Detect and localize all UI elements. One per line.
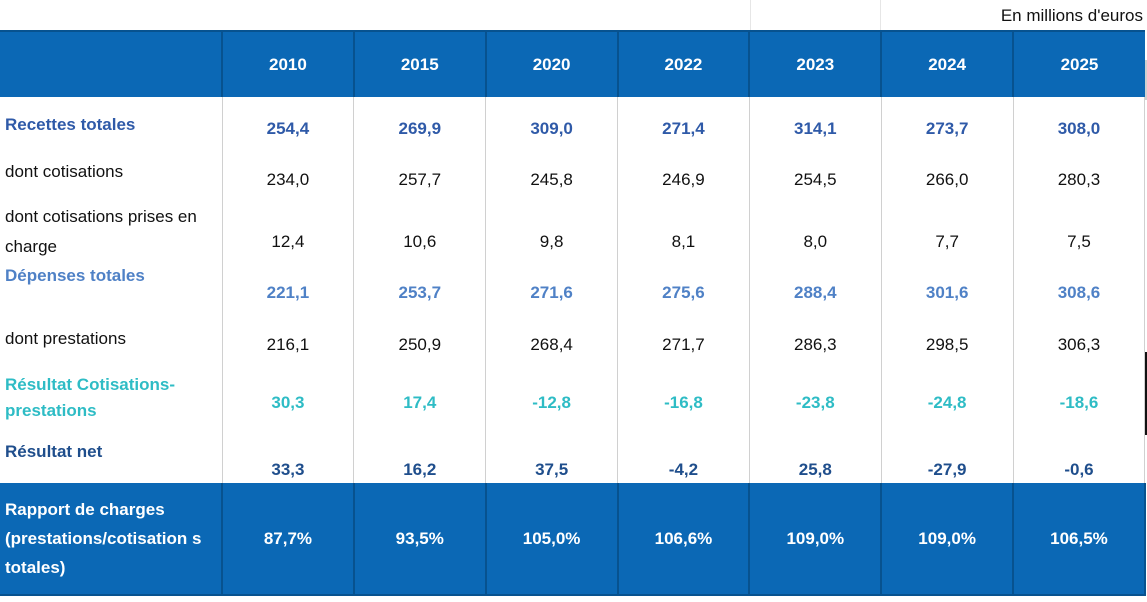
- gridline: [880, 0, 881, 30]
- cell-value: 93,5%: [353, 483, 487, 596]
- cell-value: -24,8: [881, 365, 1014, 435]
- cell-value: 7,7: [881, 200, 1014, 262]
- row-label: Dépenses totales: [0, 262, 223, 313]
- cell-value: 33,3: [222, 435, 355, 483]
- cell-value: -16,8: [617, 365, 750, 435]
- cell-value: -12,8: [485, 365, 619, 435]
- cell-value: 268,4: [485, 313, 619, 365]
- row-label: dont cotisations: [0, 149, 223, 200]
- table-row: Recettes totales 254,4 269,9 309,0 271,4…: [0, 97, 1146, 149]
- year-header: 2024: [880, 30, 1014, 97]
- header-corner: [0, 30, 222, 97]
- cell-value: 306,3: [1013, 313, 1146, 365]
- row-label: Résultat net: [0, 435, 223, 483]
- cell-value: 106,5%: [1013, 483, 1146, 596]
- cell-value: 271,7: [617, 313, 750, 365]
- cell-value: 12,4: [222, 200, 355, 262]
- header-row: 2010 2015 2020 2022 2023 2024 2025: [0, 30, 1145, 97]
- cell-value: -18,6: [1013, 365, 1146, 435]
- row-label: Recettes totales: [0, 97, 223, 149]
- cell-value: 7,5: [1013, 200, 1146, 262]
- year-header: 2022: [616, 30, 750, 97]
- cell-value: 10,6: [353, 200, 487, 262]
- table-row: Dépenses totales 221,1 253,7 271,6 275,6…: [0, 262, 1146, 313]
- cell-value: -0,6: [1013, 435, 1146, 483]
- gridline: [750, 0, 751, 30]
- table-row: dont cotisations prises en charge 12,4 1…: [0, 200, 1146, 262]
- cell-value: 275,6: [617, 262, 750, 313]
- cell-value: 216,1: [222, 313, 355, 365]
- cell-value: 273,7: [881, 97, 1014, 149]
- year-header: 2023: [748, 30, 882, 97]
- cell-value: 109,0%: [749, 483, 883, 596]
- divider: [1145, 60, 1147, 100]
- cell-value: 9,8: [485, 200, 619, 262]
- cell-value: 8,0: [749, 200, 882, 262]
- cell-value: 271,4: [617, 97, 750, 149]
- cell-value: 105,0%: [485, 483, 619, 596]
- cell-value: 314,1: [749, 97, 882, 149]
- cell-value: 271,6: [485, 262, 619, 313]
- cell-value: 253,7: [353, 262, 487, 313]
- cell-value: 308,6: [1013, 262, 1146, 313]
- year-header: 2020: [484, 30, 618, 97]
- table-row: Résultat Cotisations-prestations 30,3 17…: [0, 365, 1146, 435]
- cell-value: 254,4: [222, 97, 355, 149]
- year-header: 2010: [221, 30, 354, 97]
- year-header: 2025: [1012, 30, 1145, 97]
- cell-value: 288,4: [749, 262, 882, 313]
- divider: [1145, 352, 1147, 435]
- cell-value: 106,6%: [617, 483, 751, 596]
- cell-value: 245,8: [485, 149, 619, 200]
- table-row: Résultat net 33,3 16,2 37,5 -4,2 25,8 -2…: [0, 435, 1146, 483]
- cell-value: 269,9: [353, 97, 487, 149]
- cell-value: 254,5: [749, 149, 882, 200]
- table-row: dont cotisations 234,0 257,7 245,8 246,9…: [0, 149, 1146, 200]
- row-label: dont cotisations prises en charge: [0, 200, 223, 262]
- cell-value: 298,5: [881, 313, 1014, 365]
- cell-value: -27,9: [881, 435, 1014, 483]
- cell-value: -4,2: [617, 435, 750, 483]
- cell-value: 221,1: [222, 262, 355, 313]
- finance-table: 2010 2015 2020 2022 2023 2024 2025 Recet…: [0, 30, 1146, 596]
- row-label: dont prestations: [0, 313, 223, 365]
- cell-value: 30,3: [222, 365, 355, 435]
- year-header: 2015: [352, 30, 486, 97]
- cell-value: 87,7%: [222, 483, 355, 596]
- cell-value: 16,2: [353, 435, 487, 483]
- cell-value: 266,0: [881, 149, 1014, 200]
- cell-value: 280,3: [1013, 149, 1146, 200]
- cell-value: 286,3: [749, 313, 882, 365]
- table-row: dont prestations 216,1 250,9 268,4 271,7…: [0, 313, 1146, 365]
- cell-value: 109,0%: [881, 483, 1015, 596]
- cell-value: 246,9: [617, 149, 750, 200]
- unit-note: En millions d'euros: [1000, 6, 1143, 25]
- cell-value: 309,0: [485, 97, 619, 149]
- cell-value: 301,6: [881, 262, 1014, 313]
- cell-value: -23,8: [749, 365, 882, 435]
- table-row: Rapport de charges (prestations/cotisati…: [0, 483, 1146, 596]
- cell-value: 25,8: [749, 435, 882, 483]
- row-label: Rapport de charges (prestations/cotisati…: [0, 483, 223, 596]
- cell-value: 250,9: [353, 313, 487, 365]
- cell-value: 234,0: [222, 149, 355, 200]
- cell-value: 37,5: [485, 435, 619, 483]
- cell-value: 17,4: [353, 365, 487, 435]
- cell-value: 257,7: [353, 149, 487, 200]
- cell-value: 8,1: [617, 200, 750, 262]
- row-label: Résultat Cotisations-prestations: [0, 365, 223, 435]
- cell-value: 308,0: [1013, 97, 1146, 149]
